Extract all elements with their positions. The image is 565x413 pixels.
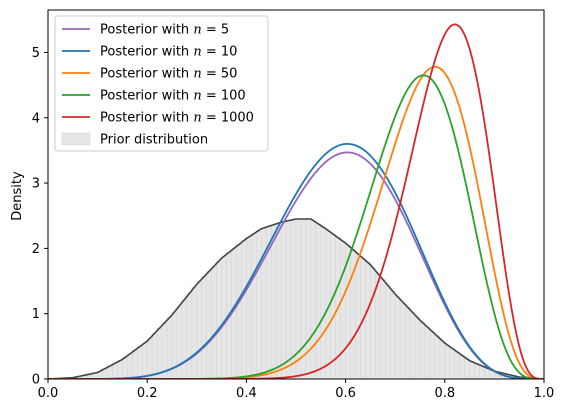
x-tick-label: 0.4 [236,386,257,401]
prior-histogram-bar [429,331,436,379]
prior-histogram-bar [459,355,465,379]
prior-histogram-bar [241,240,247,379]
legend-label: Posterior with n = 1000 [100,111,254,126]
prior-histogram-bar [479,365,485,379]
posterior-line-4 [48,74,544,379]
prior-histogram-bar [404,306,411,379]
posterior-line-5 [48,23,544,379]
prior-kde-line [48,218,544,379]
prior-histogram-bar [146,338,153,379]
legend-label: Posterior with n = 50 [100,67,237,82]
prior-histogram-bar [112,363,118,379]
prior-histogram-bar [439,340,446,379]
prior-histogram-bar [206,270,212,379]
prior-histogram-bar [156,327,163,379]
prior-histogram-bar [127,353,133,379]
prior-histogram-bar [196,281,203,379]
legend: Posterior with n = 5 Posterior with n = 1… [54,15,269,152]
y-tick-label: 1 [32,307,40,322]
posterior-line-3 [48,65,544,379]
prior-histogram-bar [464,358,470,379]
prior-histogram-bar [434,335,441,379]
prior-histogram-bar [424,326,431,379]
prior-histogram-bar [355,253,361,379]
prior-histogram-bar [399,301,406,379]
legend-swatch-prior [61,132,91,146]
prior-histogram-bar [186,293,193,379]
prior-histogram-bar [305,218,312,379]
prior-histogram-bar [191,287,198,379]
prior-histogram-bar [256,230,262,379]
series-layer [48,23,544,379]
x-tick-label: 0.6 [335,386,356,401]
legend-label: Posterior with n = 5 [100,23,229,38]
prior-histogram-bar [236,244,242,379]
prior-histogram-bar [385,285,391,379]
prior-histogram-bar [409,312,416,379]
y-tick-label: 2 [32,242,40,257]
prior-histogram-bar [295,218,302,379]
prior-histogram-bar [181,299,188,379]
prior-histogram-bar [176,305,183,379]
prior-histogram-bar [137,346,143,379]
y-axis: 0 1 2 3 4 5 [32,46,48,388]
legend-label-prior: Prior distribution [100,133,208,148]
prior-histogram-bar [320,226,327,379]
prior-histogram-bar [285,220,292,379]
prior-histogram-bar [414,317,421,379]
prior-histogram-bar [221,255,227,379]
prior-histogram-bar [394,296,401,379]
prior-histogram-bar [141,342,148,379]
prior-histogram-bar [107,365,113,379]
prior-histogram-bar [454,351,460,379]
legend-label: Posterior with n = 100 [100,89,246,104]
prior-histogram-bar [216,260,222,379]
prior-histogram-bar [419,322,426,379]
x-tick-label: 0.8 [434,386,455,401]
prior-histogram-bar [122,357,128,379]
prior-histogram-bar [201,276,207,379]
y-tick-label: 3 [32,177,40,192]
prior-histogram-bar [365,262,371,379]
y-tick-label: 4 [32,111,40,126]
prior-histogram-bar [310,220,317,379]
y-tick-label: 0 [32,373,40,388]
posterior-line-2 [48,142,544,379]
y-axis-label: Density [10,171,25,221]
x-axis: 0.0 0.2 0.4 0.6 0.8 1.0 [38,379,555,401]
prior-histogram-bar [315,223,322,379]
prior-histogram-bar [484,367,490,379]
prior-histogram-bar [251,233,257,379]
prior-histogram-bar [280,221,287,379]
prior-histogram-bar [449,348,455,379]
prior-histogram-bar [151,333,158,379]
x-tick-label: 0.2 [137,386,158,401]
prior-histogram-bar [246,236,252,379]
prior-histogram-bar [444,344,451,379]
prior-histogram-bar [469,361,475,379]
prior-histogram-bar [389,290,396,379]
prior-histogram-bar [340,241,346,379]
prior-histogram-bar [370,267,376,379]
x-tick-label: 1.0 [534,386,555,401]
prior-histogram-bar [270,224,277,379]
prior-histogram-bar [380,279,386,379]
prior-histogram-bar [211,265,217,379]
prior-histogram-bar [330,233,336,379]
x-tick-label: 0.0 [38,386,59,401]
prior-histogram-bar [275,222,282,379]
legend-label: Posterior with n = 10 [100,45,237,60]
prior-histogram-bar [132,350,138,379]
legend-box [54,15,269,152]
plot-frame [47,9,545,380]
prior-histogram-bar [117,360,123,379]
y-tick-label: 5 [32,46,40,61]
prior-histogram-bar [474,363,480,379]
